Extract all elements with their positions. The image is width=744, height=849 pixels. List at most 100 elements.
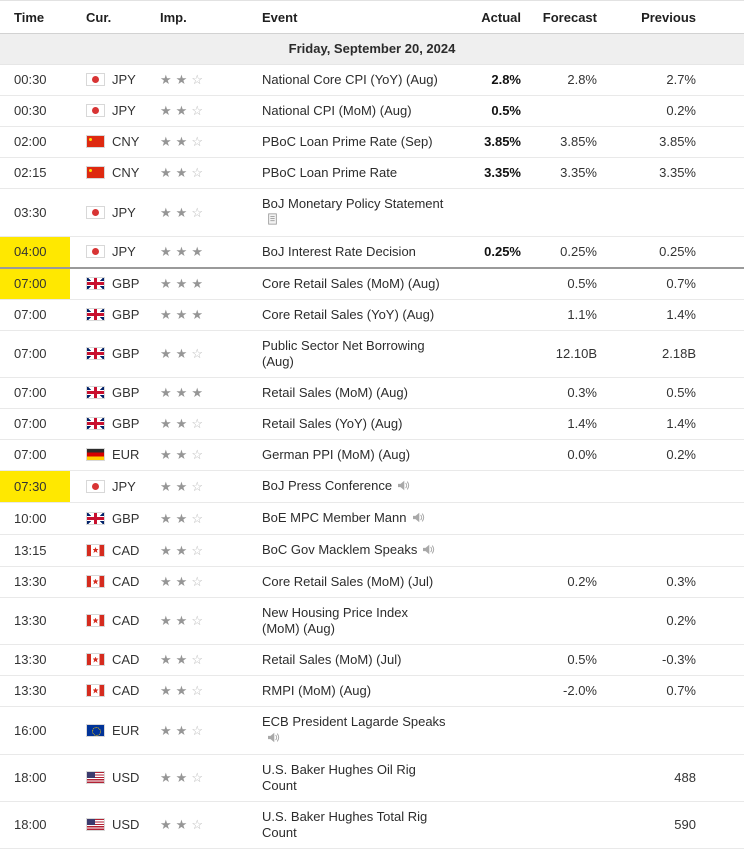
currency-cell: CAD xyxy=(70,644,144,676)
date-label: Friday, September 20, 2024 xyxy=(0,33,744,65)
actual-value xyxy=(457,439,523,471)
actual-value xyxy=(457,502,523,535)
forecast-value xyxy=(523,95,603,127)
star-filled-icon: ★ xyxy=(160,542,172,558)
event-link[interactable]: BoE MPC Member Mann xyxy=(244,502,457,535)
actual-value xyxy=(457,299,523,331)
star-filled-icon: ★ xyxy=(160,510,172,526)
star-filled-icon: ★ xyxy=(175,103,188,118)
event-name: ECB President Lagarde Speaks xyxy=(262,714,446,729)
star-filled-icon: ★ xyxy=(175,276,188,291)
star-filled-icon: ★ xyxy=(160,817,172,832)
forecast-value: 0.0% xyxy=(523,439,603,471)
previous-value: 488 xyxy=(603,754,744,802)
event-time: 07:00 xyxy=(0,408,70,440)
previous-value: -0.3% xyxy=(603,644,744,676)
event-link[interactable]: BoJ Interest Rate Decision xyxy=(244,236,457,269)
star-filled-icon: ★ xyxy=(160,204,172,220)
event-link[interactable]: RMPI (MoM) (Aug) xyxy=(244,675,457,707)
importance-stars: ★ ★ ☆ xyxy=(144,95,244,127)
event-link[interactable]: BoC Gov Macklem Speaks xyxy=(244,534,457,567)
event-row: 13:30 CAD ★ ★ ☆ New Housing Price Index (MoM)… xyxy=(0,597,744,645)
uk-flag-icon xyxy=(86,511,105,525)
star-empty-icon: ☆ xyxy=(191,346,203,361)
star-empty-icon: ☆ xyxy=(191,652,203,667)
canada-flag-icon xyxy=(86,575,105,588)
previous-value: 1.4% xyxy=(603,299,744,331)
event-name: New Housing Price Index (MoM) (Aug) xyxy=(262,605,408,636)
currency-code: GBP xyxy=(112,346,140,361)
china-flag-icon xyxy=(86,135,105,148)
event-link[interactable]: Retail Sales (YoY) (Aug) xyxy=(244,408,457,440)
actual-value xyxy=(457,675,523,707)
currency-code: JPY xyxy=(112,72,136,87)
star-filled-icon: ★ xyxy=(175,770,188,785)
event-name: BoC Gov Macklem Speaks xyxy=(262,542,418,557)
uk-flag-icon xyxy=(86,386,105,399)
star-filled-icon: ★ xyxy=(175,817,188,832)
event-row: 18:00 USD ★ ★ ☆ U.S. Baker Hughes Total Rig C… xyxy=(0,801,744,849)
star-filled-icon: ★ xyxy=(175,722,188,738)
previous-value: 0.2% xyxy=(603,95,744,127)
event-link[interactable]: Retail Sales (MoM) (Aug) xyxy=(244,377,457,409)
event-time: 18:00 xyxy=(0,754,70,802)
importance-stars: ★ ★ ☆ xyxy=(144,330,244,378)
actual-value xyxy=(457,408,523,440)
importance-stars: ★ ★ ☆ xyxy=(144,754,244,802)
event-time: 03:30 xyxy=(0,188,70,237)
importance-stars: ★ ★ ☆ xyxy=(144,470,244,503)
event-link[interactable]: Core Retail Sales (MoM) (Jul) xyxy=(244,566,457,598)
previous-value xyxy=(603,188,744,237)
event-link[interactable]: PBoC Loan Prime Rate (Sep) xyxy=(244,126,457,158)
event-row: 07:00 EUR ★ ★ ☆ German PPI (MoM) (Aug) 0.0% 0.2… xyxy=(0,439,744,471)
star-filled-icon: ★ xyxy=(160,683,172,698)
event-name: Core Retail Sales (MoM) (Jul) xyxy=(262,574,434,589)
event-link[interactable]: PBoC Loan Prime Rate xyxy=(244,157,457,189)
table-header-row: Time Cur. Imp. Event Actual Forecast Pre… xyxy=(0,0,744,34)
star-filled-icon: ★ xyxy=(191,244,203,259)
speaker-icon xyxy=(267,731,280,747)
event-link[interactable]: National CPI (MoM) (Aug) xyxy=(244,95,457,127)
event-link[interactable]: U.S. Baker Hughes Total Rig Count xyxy=(244,801,457,849)
event-link[interactable]: ECB President Lagarde Speaks xyxy=(244,706,457,755)
actual-value: 2.8% xyxy=(457,64,523,96)
currency-code: CAD xyxy=(112,574,140,589)
event-link[interactable]: Core Retail Sales (YoY) (Aug) xyxy=(244,299,457,331)
event-time: 13:30 xyxy=(0,644,70,676)
currency-code: GBP xyxy=(112,307,140,322)
event-link[interactable]: BoJ Press Conference xyxy=(244,470,457,503)
event-link[interactable]: Core Retail Sales (MoM) (Aug) xyxy=(244,268,457,300)
star-empty-icon: ☆ xyxy=(191,683,203,698)
china-flag-icon xyxy=(86,166,105,179)
event-link[interactable]: U.S. Baker Hughes Oil Rig Count xyxy=(244,754,457,802)
star-filled-icon: ★ xyxy=(160,134,172,149)
event-link[interactable]: BoJ Monetary Policy Statement xyxy=(244,188,457,237)
event-time: 13:30 xyxy=(0,566,70,598)
event-time: 16:00 xyxy=(0,706,70,755)
event-link[interactable]: New Housing Price Index (MoM) (Aug) xyxy=(244,597,457,645)
star-filled-icon: ★ xyxy=(175,416,188,431)
forecast-value xyxy=(523,502,603,535)
event-row: 07:30 JPY ★ ★ ☆ BoJ Press Conference xyxy=(0,470,744,503)
forecast-value xyxy=(523,534,603,567)
event-time: 02:00 xyxy=(0,126,70,158)
star-filled-icon: ★ xyxy=(175,165,188,180)
event-link[interactable]: Public Sector Net Borrowing (Aug) xyxy=(244,330,457,378)
forecast-value: -2.0% xyxy=(523,675,603,707)
star-empty-icon: ☆ xyxy=(191,416,203,431)
star-empty-icon: ☆ xyxy=(191,478,203,494)
event-name: National Core CPI (YoY) (Aug) xyxy=(262,72,438,87)
germany-flag-icon xyxy=(86,448,105,461)
event-link[interactable]: Retail Sales (MoM) (Jul) xyxy=(244,644,457,676)
currency-cell: USD xyxy=(70,754,144,802)
forecast-value: 0.5% xyxy=(523,268,603,300)
previous-value: 590 xyxy=(603,801,744,849)
event-link[interactable]: German PPI (MoM) (Aug) xyxy=(244,439,457,471)
event-name: Retail Sales (MoM) (Jul) xyxy=(262,652,402,667)
event-link[interactable]: National Core CPI (YoY) (Aug) xyxy=(244,64,457,96)
event-row: 00:30 JPY ★ ★ ☆ National Core CPI (YoY) (Aug)… xyxy=(0,64,744,96)
currency-code: JPY xyxy=(112,478,136,494)
currency-cell: CNY xyxy=(70,126,144,158)
star-empty-icon: ☆ xyxy=(191,510,203,526)
star-empty-icon: ☆ xyxy=(191,447,203,462)
